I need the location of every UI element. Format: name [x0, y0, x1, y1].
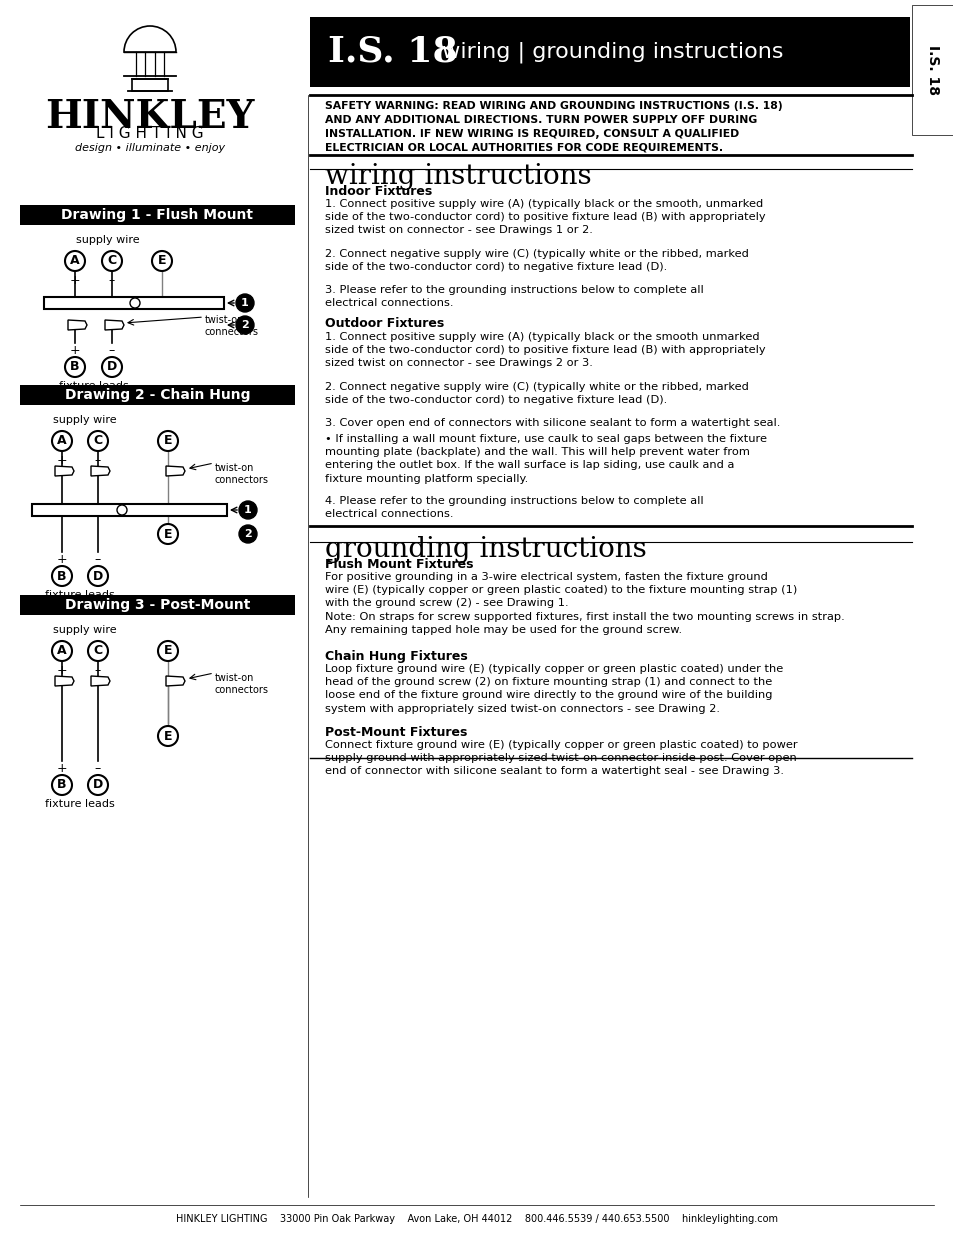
- Text: 2. Connect negative supply wire (C) (typically white or the ribbed, marked
side : 2. Connect negative supply wire (C) (typ…: [325, 249, 748, 272]
- Circle shape: [158, 524, 178, 543]
- Text: wiring | grounding instructions: wiring | grounding instructions: [435, 41, 782, 63]
- Text: 3. Cover open end of connectors with silicone sealant to form a watertight seal.: 3. Cover open end of connectors with sil…: [325, 417, 780, 429]
- Text: 2. Connect negative supply wire (C) (typically white or the ribbed, marked
side : 2. Connect negative supply wire (C) (typ…: [325, 382, 748, 405]
- Circle shape: [152, 251, 172, 270]
- Circle shape: [117, 505, 127, 515]
- Text: E: E: [157, 254, 166, 268]
- Circle shape: [52, 566, 71, 585]
- Text: • If installing a wall mount fixture, use caulk to seal gaps between the fixture: • If installing a wall mount fixture, us…: [325, 433, 766, 484]
- Circle shape: [158, 726, 178, 746]
- Text: Loop fixture ground wire (E) (typically copper or green plastic coated) under th: Loop fixture ground wire (E) (typically …: [325, 664, 782, 714]
- Text: HINKLEY LIGHTING    33000 Pin Oak Parkway    Avon Lake, OH 44012    800.446.5539: HINKLEY LIGHTING 33000 Pin Oak Parkway A…: [175, 1214, 778, 1224]
- Circle shape: [52, 776, 71, 795]
- Polygon shape: [91, 676, 110, 685]
- Text: E: E: [164, 435, 172, 447]
- Circle shape: [65, 357, 85, 377]
- Text: grounding instructions: grounding instructions: [325, 536, 646, 563]
- Text: 3. Please refer to the grounding instructions below to complete all
electrical c: 3. Please refer to the grounding instruc…: [325, 285, 703, 309]
- Text: E: E: [164, 730, 172, 742]
- Circle shape: [158, 641, 178, 661]
- Polygon shape: [166, 676, 185, 685]
- Circle shape: [102, 251, 122, 270]
- Polygon shape: [68, 320, 87, 330]
- Text: B: B: [57, 569, 67, 583]
- FancyBboxPatch shape: [20, 205, 294, 225]
- Text: design • illuminate • enjoy: design • illuminate • enjoy: [75, 143, 225, 153]
- Text: C: C: [93, 435, 103, 447]
- Polygon shape: [55, 676, 74, 685]
- Text: wiring instructions: wiring instructions: [325, 163, 591, 190]
- Text: 2: 2: [241, 320, 249, 330]
- Circle shape: [88, 431, 108, 451]
- Text: twist-on
connectors: twist-on connectors: [214, 463, 269, 484]
- Polygon shape: [55, 466, 74, 475]
- Text: C: C: [108, 254, 116, 268]
- Text: D: D: [92, 569, 103, 583]
- FancyBboxPatch shape: [310, 17, 909, 86]
- Polygon shape: [105, 320, 124, 330]
- Text: L I G H T I N G: L I G H T I N G: [96, 126, 204, 141]
- Text: D: D: [92, 778, 103, 792]
- FancyBboxPatch shape: [20, 385, 294, 405]
- Text: Indoor Fixtures: Indoor Fixtures: [325, 185, 432, 198]
- Text: Drawing 2 - Chain Hung: Drawing 2 - Chain Hung: [65, 388, 250, 403]
- Text: B: B: [57, 778, 67, 792]
- Text: fixture leads: fixture leads: [58, 382, 129, 391]
- Text: I.S. 18: I.S. 18: [328, 35, 457, 69]
- Text: 1: 1: [241, 298, 249, 308]
- Text: –: –: [109, 345, 115, 357]
- FancyBboxPatch shape: [911, 5, 953, 135]
- Circle shape: [235, 294, 253, 312]
- Text: –: –: [109, 274, 115, 287]
- Text: +: +: [56, 454, 68, 467]
- Text: supply wire: supply wire: [76, 235, 140, 245]
- Text: fixture leads: fixture leads: [45, 799, 114, 809]
- FancyBboxPatch shape: [20, 595, 294, 615]
- Text: –: –: [94, 454, 101, 467]
- Text: Connect fixture ground wire (E) (typically copper or green plastic coated) to po: Connect fixture ground wire (E) (typical…: [325, 740, 797, 777]
- Circle shape: [102, 357, 122, 377]
- Text: E: E: [164, 527, 172, 541]
- Text: twist-on
connectors: twist-on connectors: [205, 315, 258, 337]
- Circle shape: [239, 501, 256, 519]
- Text: 2: 2: [244, 529, 252, 538]
- Circle shape: [88, 641, 108, 661]
- Text: +: +: [56, 762, 68, 776]
- Text: –: –: [94, 762, 101, 776]
- Text: –: –: [94, 553, 101, 566]
- Text: twist-on
connectors: twist-on connectors: [214, 673, 269, 694]
- FancyBboxPatch shape: [44, 296, 224, 309]
- Circle shape: [235, 316, 253, 333]
- Text: supply wire: supply wire: [53, 625, 116, 635]
- Text: supply wire: supply wire: [53, 415, 116, 425]
- Text: Drawing 3 - Post-Mount: Drawing 3 - Post-Mount: [65, 598, 250, 613]
- Text: +: +: [70, 274, 80, 287]
- Text: B: B: [71, 361, 80, 373]
- Text: C: C: [93, 645, 103, 657]
- Text: Outdoor Fixtures: Outdoor Fixtures: [325, 317, 444, 330]
- FancyBboxPatch shape: [32, 504, 227, 516]
- Circle shape: [52, 431, 71, 451]
- Text: 1. Connect positive supply wire (A) (typically black or the smooth, unmarked
sid: 1. Connect positive supply wire (A) (typ…: [325, 199, 765, 236]
- Text: Drawing 1 - Flush Mount: Drawing 1 - Flush Mount: [61, 207, 253, 222]
- Circle shape: [52, 641, 71, 661]
- Text: fixture leads: fixture leads: [45, 590, 114, 600]
- Text: A: A: [71, 254, 80, 268]
- Text: E: E: [164, 645, 172, 657]
- Circle shape: [239, 525, 256, 543]
- Text: 1. Connect positive supply wire (A) (typically black or the smooth unmarked
side: 1. Connect positive supply wire (A) (typ…: [325, 332, 765, 368]
- Circle shape: [130, 298, 140, 308]
- Text: Flush Mount Fixtures: Flush Mount Fixtures: [325, 558, 473, 571]
- Circle shape: [88, 776, 108, 795]
- Text: I.S. 18: I.S. 18: [925, 44, 939, 95]
- Text: 4. Please refer to the grounding instructions below to complete all
electrical c: 4. Please refer to the grounding instruc…: [325, 496, 703, 519]
- Text: For positive grounding in a 3-wire electrical system, fasten the fixture ground
: For positive grounding in a 3-wire elect…: [325, 572, 843, 635]
- Circle shape: [158, 431, 178, 451]
- Text: +: +: [56, 664, 68, 677]
- Polygon shape: [166, 466, 185, 475]
- Text: +: +: [70, 345, 80, 357]
- Polygon shape: [91, 466, 110, 475]
- Text: D: D: [107, 361, 117, 373]
- Text: A: A: [57, 645, 67, 657]
- Text: SAFETY WARNING: READ WIRING AND GROUNDING INSTRUCTIONS (I.S. 18)
AND ANY ADDITIO: SAFETY WARNING: READ WIRING AND GROUNDIN…: [325, 101, 781, 153]
